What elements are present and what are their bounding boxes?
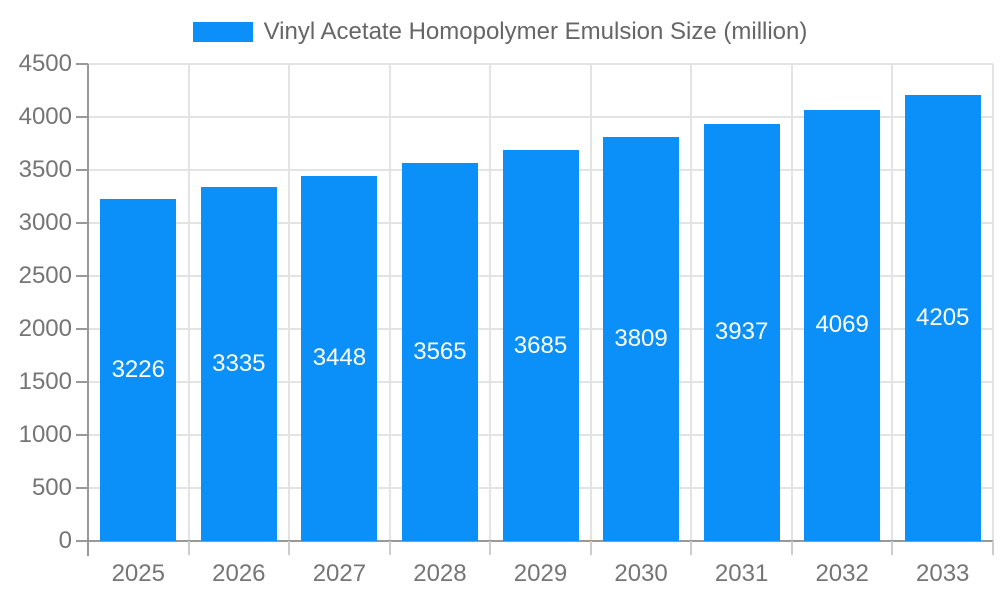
bar-value-label: 3565 bbox=[413, 338, 467, 366]
bar-value-label: 3226 bbox=[111, 356, 165, 384]
y-axis-tick bbox=[76, 487, 88, 489]
bar bbox=[100, 199, 177, 541]
y-axis-tick bbox=[76, 328, 88, 330]
y-axis-tick bbox=[76, 63, 88, 65]
bar bbox=[904, 95, 981, 541]
y-tick-label: 4500 bbox=[18, 50, 72, 77]
gridline-vertical bbox=[992, 64, 994, 541]
x-axis-tick bbox=[388, 541, 391, 555]
y-axis-line bbox=[87, 64, 89, 556]
y-tick-label: 2500 bbox=[18, 262, 72, 289]
y-tick-label: 3500 bbox=[18, 156, 72, 183]
y-axis-tick bbox=[76, 434, 88, 436]
y-tick-label: 500 bbox=[31, 474, 72, 501]
x-axis-tick bbox=[187, 541, 190, 555]
y-axis-tick bbox=[76, 222, 88, 224]
y-axis-tick bbox=[76, 275, 88, 277]
legend-swatch bbox=[192, 22, 253, 42]
x-tick-label: 2033 bbox=[916, 560, 970, 587]
gridline-vertical bbox=[288, 64, 291, 541]
gridline-vertical bbox=[489, 64, 492, 541]
bar-value-label: 4069 bbox=[815, 311, 869, 339]
bar-value-label: 3335 bbox=[212, 350, 266, 378]
y-tick-label: 1000 bbox=[18, 421, 72, 448]
bar-value-label: 3685 bbox=[513, 331, 568, 359]
bar-value-label: 3448 bbox=[312, 344, 367, 372]
y-tick-label: 3000 bbox=[18, 209, 72, 236]
x-axis-tick bbox=[690, 541, 693, 555]
legend[interactable]: Vinyl Acetate Homopolymer Emulsion Size … bbox=[0, 20, 1000, 44]
x-axis-tick bbox=[288, 541, 291, 555]
x-axis-tick bbox=[489, 541, 492, 555]
gridline-vertical bbox=[187, 64, 190, 541]
x-tick-label: 2030 bbox=[614, 560, 668, 587]
x-axis-tick bbox=[891, 541, 894, 555]
bar bbox=[502, 150, 579, 541]
gridline-vertical bbox=[388, 64, 391, 541]
x-axis-tick bbox=[589, 541, 592, 555]
y-axis-tick bbox=[76, 169, 88, 171]
x-tick-label: 2025 bbox=[111, 560, 165, 587]
y-axis-tick bbox=[76, 381, 88, 383]
bar bbox=[703, 123, 780, 541]
x-tick-label: 2026 bbox=[212, 560, 266, 587]
gridline-horizontal bbox=[88, 116, 993, 118]
y-tick-label: 4000 bbox=[18, 103, 72, 130]
bar bbox=[301, 175, 378, 541]
bar bbox=[804, 109, 881, 541]
x-axis-tick bbox=[992, 541, 994, 555]
bar-value-label: 4205 bbox=[916, 304, 970, 332]
bar bbox=[603, 137, 680, 541]
y-axis-tick bbox=[76, 116, 88, 118]
gridline-vertical bbox=[589, 64, 592, 541]
y-axis-tick bbox=[76, 540, 88, 542]
y-tick-label: 1500 bbox=[18, 368, 72, 395]
y-tick-label: 0 bbox=[58, 527, 72, 554]
x-tick-label: 2029 bbox=[513, 560, 568, 587]
x-tick-label: 2031 bbox=[714, 560, 769, 587]
bar-value-label: 3809 bbox=[614, 325, 668, 353]
bar bbox=[200, 187, 277, 541]
gridline-vertical bbox=[790, 64, 793, 541]
x-axis-line bbox=[88, 540, 993, 542]
gridline-vertical bbox=[891, 64, 894, 541]
x-axis-tick bbox=[790, 541, 793, 555]
x-tick-label: 2027 bbox=[312, 560, 367, 587]
gridline-vertical bbox=[690, 64, 693, 541]
bar-value-label: 3937 bbox=[714, 318, 769, 346]
x-tick-label: 2032 bbox=[815, 560, 869, 587]
bar bbox=[401, 163, 478, 541]
y-tick-label: 2000 bbox=[18, 315, 72, 342]
x-tick-label: 2028 bbox=[413, 560, 467, 587]
gridline-horizontal bbox=[88, 63, 993, 65]
legend-label: Vinyl Acetate Homopolymer Emulsion Size … bbox=[263, 18, 808, 45]
plot-area: 3226 3335 3448 3565 3685 3809 3937 4069 4205 bbox=[76, 63, 994, 556]
